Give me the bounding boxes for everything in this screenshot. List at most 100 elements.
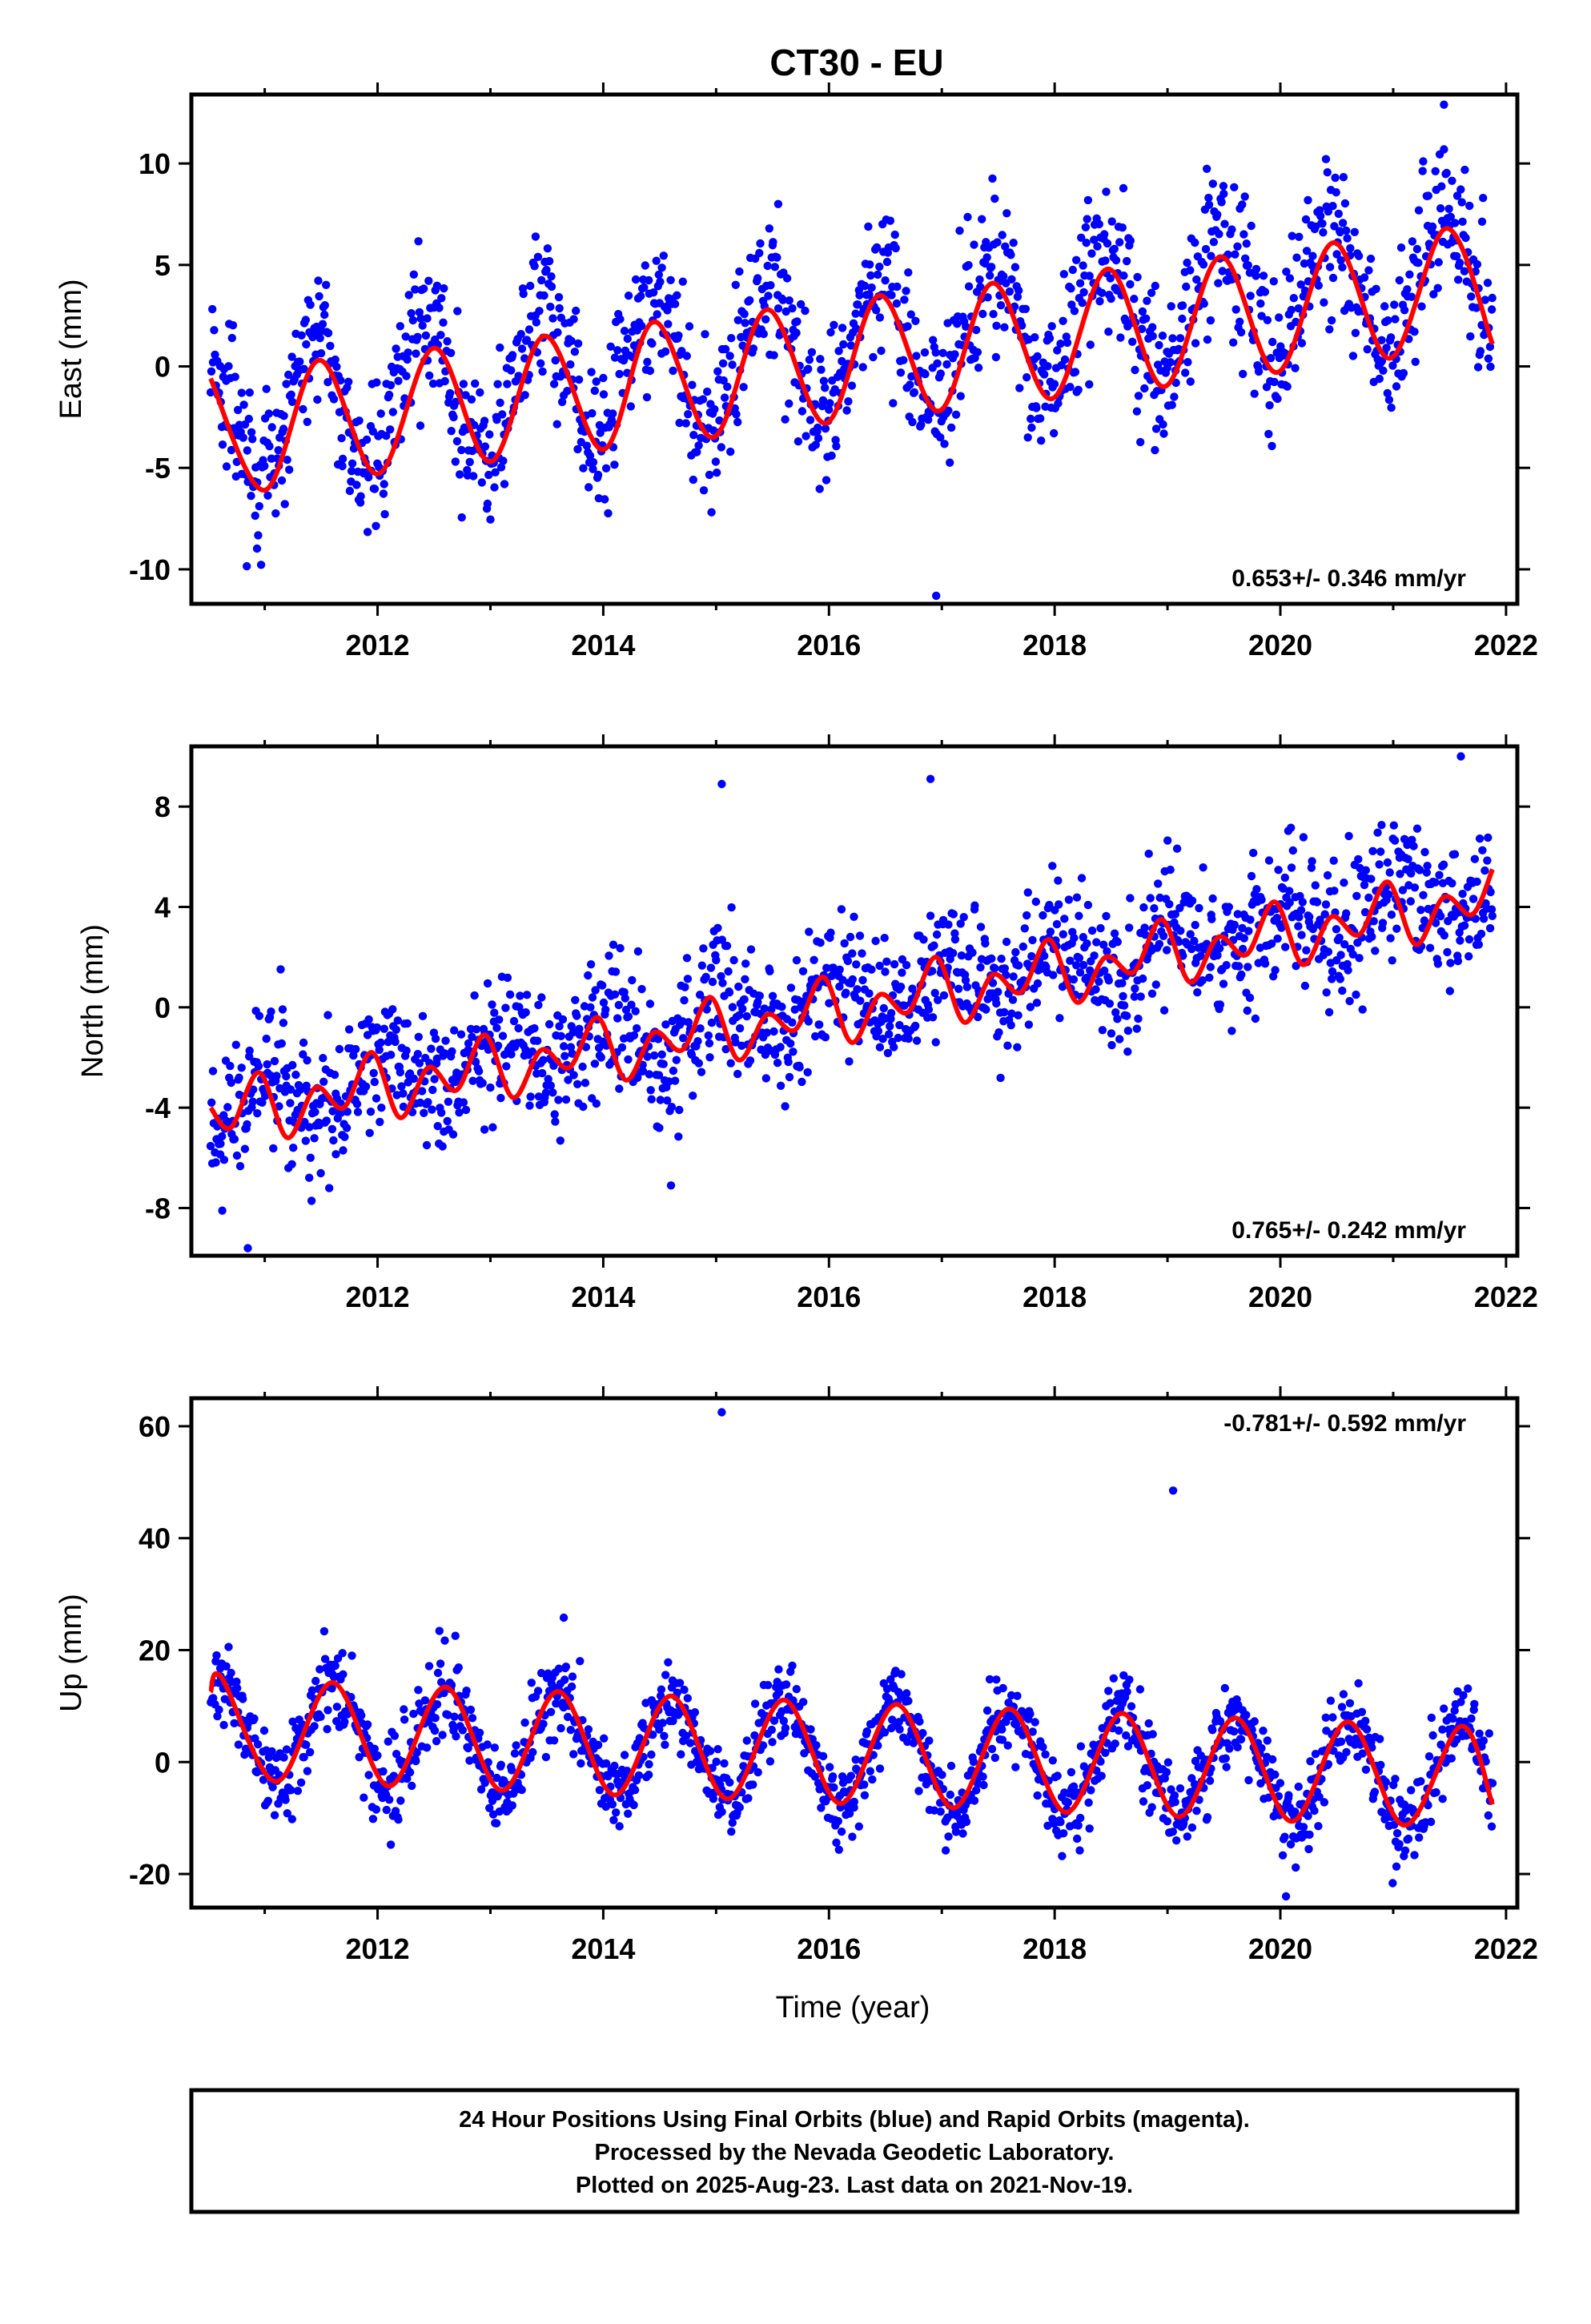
observation-point [227,333,236,343]
observation-point [1147,1803,1156,1811]
observation-point [586,960,596,969]
observation-point [550,1110,559,1119]
observation-point [606,342,615,351]
x-tick-label: 2014 [571,1281,635,1313]
observation-point [1205,1776,1215,1785]
observation-point [867,965,876,974]
observation-point [1162,1767,1171,1777]
observation-point [561,1095,571,1104]
observation-point [953,320,962,328]
observation-point [767,1725,776,1735]
observation-point [979,1780,988,1790]
observation-point [362,435,372,444]
observation-point [244,414,253,424]
observation-point [1327,316,1336,325]
observation-point [287,1815,296,1823]
observation-point [755,248,764,258]
observation-point [1096,923,1105,933]
observation-point [1456,936,1464,945]
observation-point [1144,1719,1153,1728]
observation-point [756,239,765,248]
observation-point [717,971,725,981]
observation-point [896,368,906,377]
observation-point [701,972,710,982]
observation-point [332,362,341,372]
observation-point [1479,1736,1489,1745]
observation-point [729,955,738,965]
observation-point [1020,924,1030,933]
observation-point [1424,1801,1432,1810]
observation-point [219,1720,228,1730]
observation-point [1408,237,1417,246]
observation-point [270,1056,279,1066]
observation-point [1294,1782,1304,1791]
observation-point [243,561,251,571]
observation-point [904,1696,913,1706]
observation-point [867,283,876,292]
observation-point [1033,1791,1042,1800]
observation-point [1433,283,1442,292]
observation-point [316,1712,325,1721]
observation-point [1172,844,1182,853]
observation-point [1204,200,1214,209]
observation-point [850,1797,859,1807]
observation-point [1377,1807,1387,1817]
observation-point [802,432,810,440]
observation-point [323,378,332,387]
observation-point [969,1757,978,1767]
observation-point [532,318,540,327]
observation-point [670,1076,680,1085]
observation-point [854,1822,864,1831]
observation-point [1066,956,1075,965]
observation-point [461,391,470,400]
observation-point [643,1052,652,1061]
observation-point [845,1809,854,1818]
observation-point [483,1740,492,1749]
observation-point [1383,388,1392,398]
observation-point [718,359,728,368]
observation-point [538,1068,547,1078]
observation-point [1436,204,1445,213]
observation-point [263,491,272,500]
observation-point [365,1128,374,1138]
observation-point [320,310,329,320]
observation-point [1304,1844,1313,1854]
observation-point [1458,217,1467,226]
observation-point [1281,943,1290,951]
observation-point [826,928,835,937]
observation-point [1056,340,1065,348]
observation-point [1485,1729,1494,1738]
east-model-line [208,226,1495,493]
x-tick-label: 2018 [1022,1932,1087,1965]
observation-point [1485,342,1495,352]
observation-point [680,1685,689,1695]
observation-point [287,397,297,406]
observation-point [556,1723,565,1733]
observation-point [1428,1731,1437,1740]
observation-point [584,971,593,980]
observation-point [1285,898,1294,907]
observation-point [384,1737,392,1746]
observation-point [571,995,580,1005]
observation-point [656,1096,665,1104]
observation-point [1192,1807,1201,1815]
observation-point [279,1753,288,1762]
observation-point [1475,834,1485,843]
observation-point [287,390,295,399]
observation-point [592,377,601,386]
observation-point [415,1059,424,1068]
observation-point [315,1665,324,1674]
observation-point [814,423,822,432]
observation-point [1295,232,1304,241]
observation-point [1362,1725,1372,1734]
observation-point [1068,265,1078,275]
observation-point [678,277,687,286]
observation-point [503,380,512,388]
observation-point [978,215,986,223]
observation-point [219,1156,229,1164]
observation-point [1106,274,1115,283]
observation-point [544,256,554,266]
observation-point [235,1162,245,1171]
observation-point [1096,1757,1105,1766]
observation-point [208,304,217,314]
